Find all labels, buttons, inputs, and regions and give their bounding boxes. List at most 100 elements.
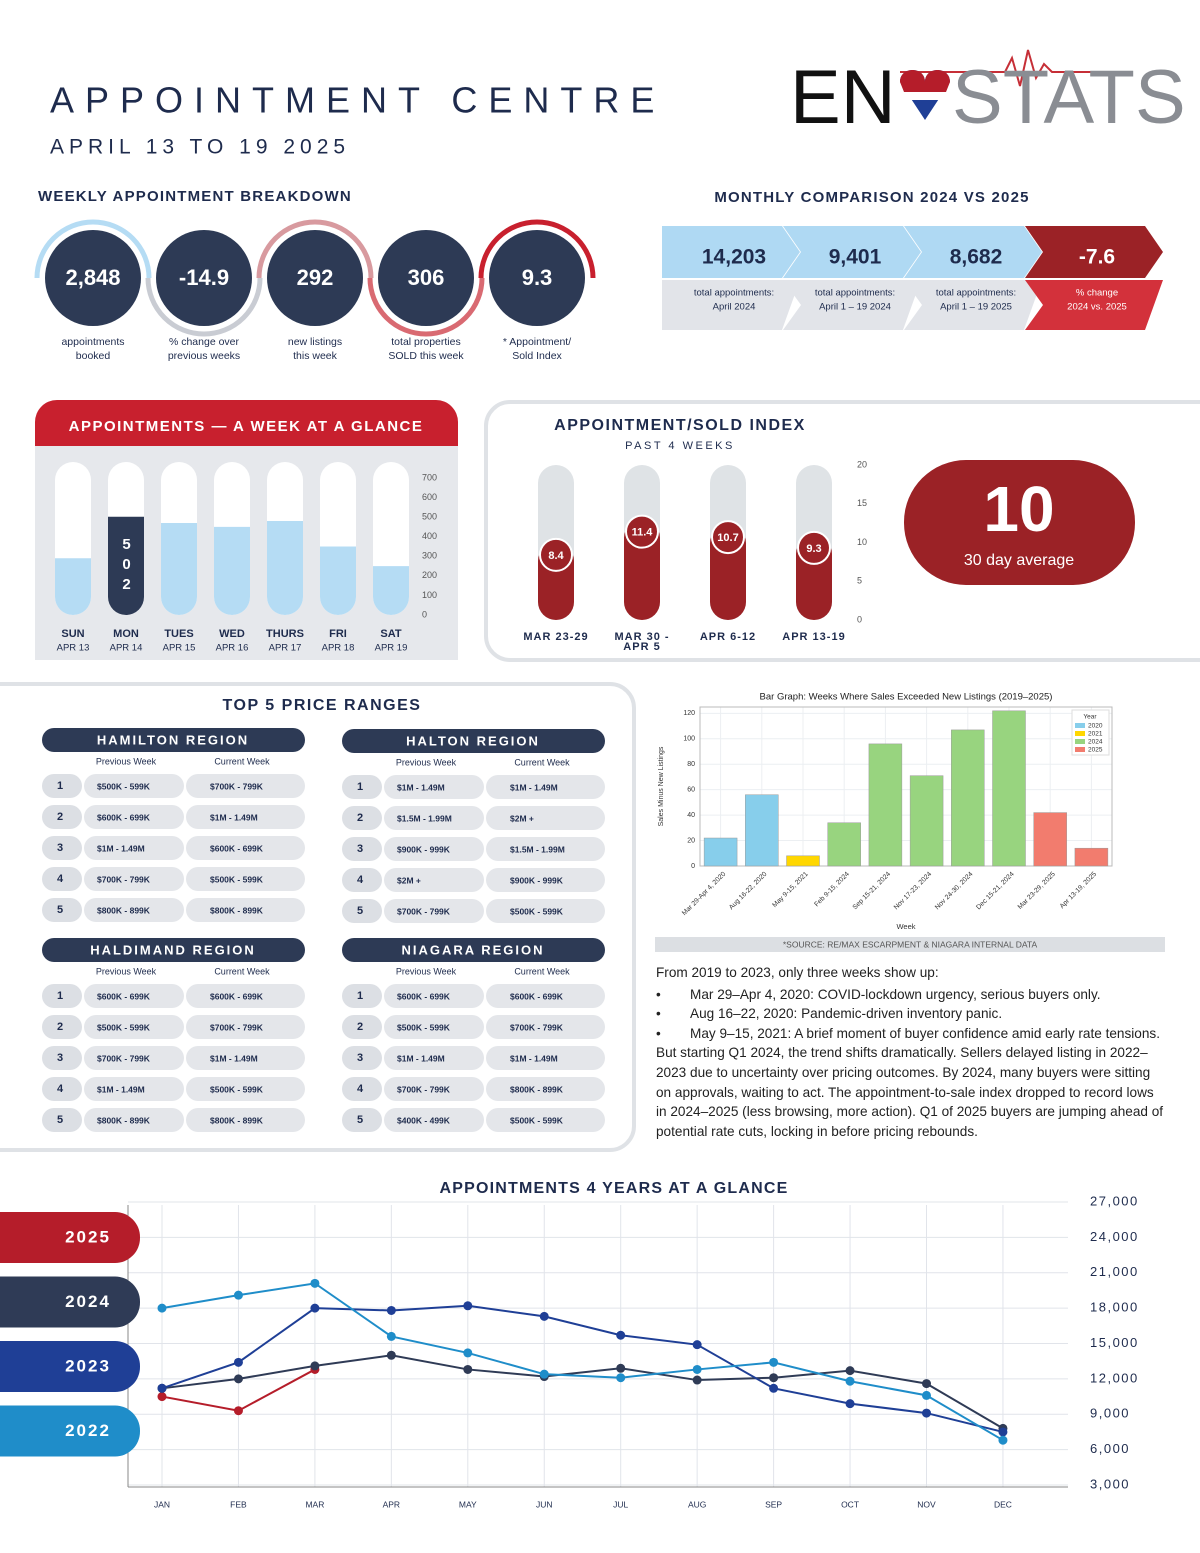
range-pill (486, 837, 605, 861)
column-header: Previous Week (96, 966, 157, 976)
region-header (342, 729, 605, 753)
rank: 5 (357, 1114, 363, 1126)
logo-heart-top (900, 70, 950, 92)
bar (992, 710, 1026, 867)
point (463, 1301, 473, 1311)
logo-pulse (900, 49, 1130, 87)
point (233, 1290, 243, 1300)
y-tick-label: 0 (691, 863, 695, 870)
column-header: Previous Week (396, 966, 457, 976)
compare-value: 14,203 (702, 246, 766, 269)
rank: 1 (357, 990, 363, 1002)
range-pill (486, 775, 605, 799)
previous-range: $500K - 599K (97, 781, 151, 791)
previous-range: $600K - 699K (97, 991, 151, 1001)
previous-range: $500K - 599K (397, 1022, 451, 1032)
previous-range: $700K - 799K (97, 1053, 151, 1063)
stat-value: -14.9 (179, 265, 229, 290)
y-tick-label: 20 (687, 837, 695, 844)
rank-pill (42, 898, 82, 922)
y-tick-label: 700 (422, 472, 437, 482)
point (998, 1427, 1008, 1437)
x-tick-label: JUN (536, 1499, 553, 1509)
chevron-top (783, 226, 921, 278)
rank-pill (342, 899, 382, 923)
date-label: APR 17 (269, 643, 302, 654)
bar (868, 743, 903, 867)
decor-arc (478, 219, 596, 279)
bar (373, 566, 409, 615)
y-tick-label: 80 (687, 761, 695, 768)
stat-label: booked (76, 350, 111, 362)
stat-circle (267, 230, 363, 326)
range-pill (84, 774, 184, 798)
rank: 4 (357, 1083, 364, 1095)
x-axis-label: Week (896, 922, 915, 931)
stat-label: SOLD this week (388, 350, 464, 362)
current-range: $700K - 799K (210, 1022, 264, 1032)
x-tick-label: APR (383, 1499, 400, 1509)
stat-label: this week (293, 350, 338, 362)
rank-pill (42, 805, 82, 829)
rank-pill (342, 837, 382, 861)
current-range: $1M - 1.49M (210, 1053, 258, 1063)
range-pill (186, 1015, 305, 1039)
point (616, 1373, 626, 1383)
stat-label: new listings (288, 336, 342, 348)
rank: 5 (357, 905, 363, 917)
point (922, 1390, 931, 1400)
x-tick-label: Feb 9-15, 2024 (813, 871, 851, 909)
rank: 4 (357, 874, 364, 886)
rank-pill (342, 984, 382, 1008)
range-pill (84, 805, 184, 829)
average-label: 30 day average (964, 552, 1074, 569)
legend-pill (0, 1212, 140, 1263)
section-title: WEEKLY APPOINTMENT BREAKDOWN (38, 188, 352, 205)
x-tick-label: SUN (61, 628, 84, 640)
bar (786, 855, 820, 867)
rank: 3 (57, 842, 63, 854)
point (616, 1330, 626, 1340)
rank-pill (342, 1046, 382, 1070)
legend-pill (0, 1341, 140, 1392)
stat-value: 2,848 (65, 265, 120, 290)
x-tick-label: Dec 15-21, 2024 (975, 871, 1016, 912)
page-subtitle: APRIL 13 TO 19 2025 (50, 136, 350, 159)
y-tick-label: 15 (857, 498, 867, 508)
previous-range: $700K - 799K (397, 1084, 451, 1094)
logo-heart-stripe (902, 92, 948, 100)
value-badge (711, 520, 745, 555)
current-range: $700K - 799K (510, 1022, 564, 1032)
x-tick-label: MAR 30 - APR 5 (614, 631, 670, 653)
region-header (42, 728, 305, 752)
current-range: $700K - 799K (210, 781, 264, 791)
compare-value: 9,401 (829, 246, 882, 269)
bar (1074, 847, 1109, 867)
y-tick-label: 300 (422, 551, 437, 561)
y-tick-label: 9,000 (1090, 1406, 1130, 1421)
previous-range: $900K - 999K (397, 844, 451, 854)
range-pill (186, 898, 305, 922)
legend-label: 2020 (1088, 723, 1103, 730)
point (310, 1278, 320, 1288)
bar (745, 794, 779, 867)
legend-label: 2024 (65, 1292, 111, 1311)
plot-frame (699, 706, 1113, 867)
rank-pill (42, 1108, 82, 1132)
range-pill (384, 1108, 484, 1132)
y-tick-label: 20 (857, 459, 867, 469)
range-pill (486, 1046, 605, 1070)
compare-label: April 2024 (713, 302, 756, 313)
x-tick-label: FRI (329, 628, 347, 640)
point (539, 1369, 549, 1379)
rank-pill (42, 867, 82, 891)
y-tick-label: 100 (422, 590, 437, 600)
value-badge (797, 530, 831, 565)
column-header: Previous Week (96, 756, 157, 766)
y-tick-label: 3,000 (1090, 1476, 1130, 1491)
compare-label: 2024 vs. 2025 (1067, 302, 1127, 313)
legend-label: 2025 (65, 1227, 111, 1246)
range-pill (384, 1077, 484, 1101)
